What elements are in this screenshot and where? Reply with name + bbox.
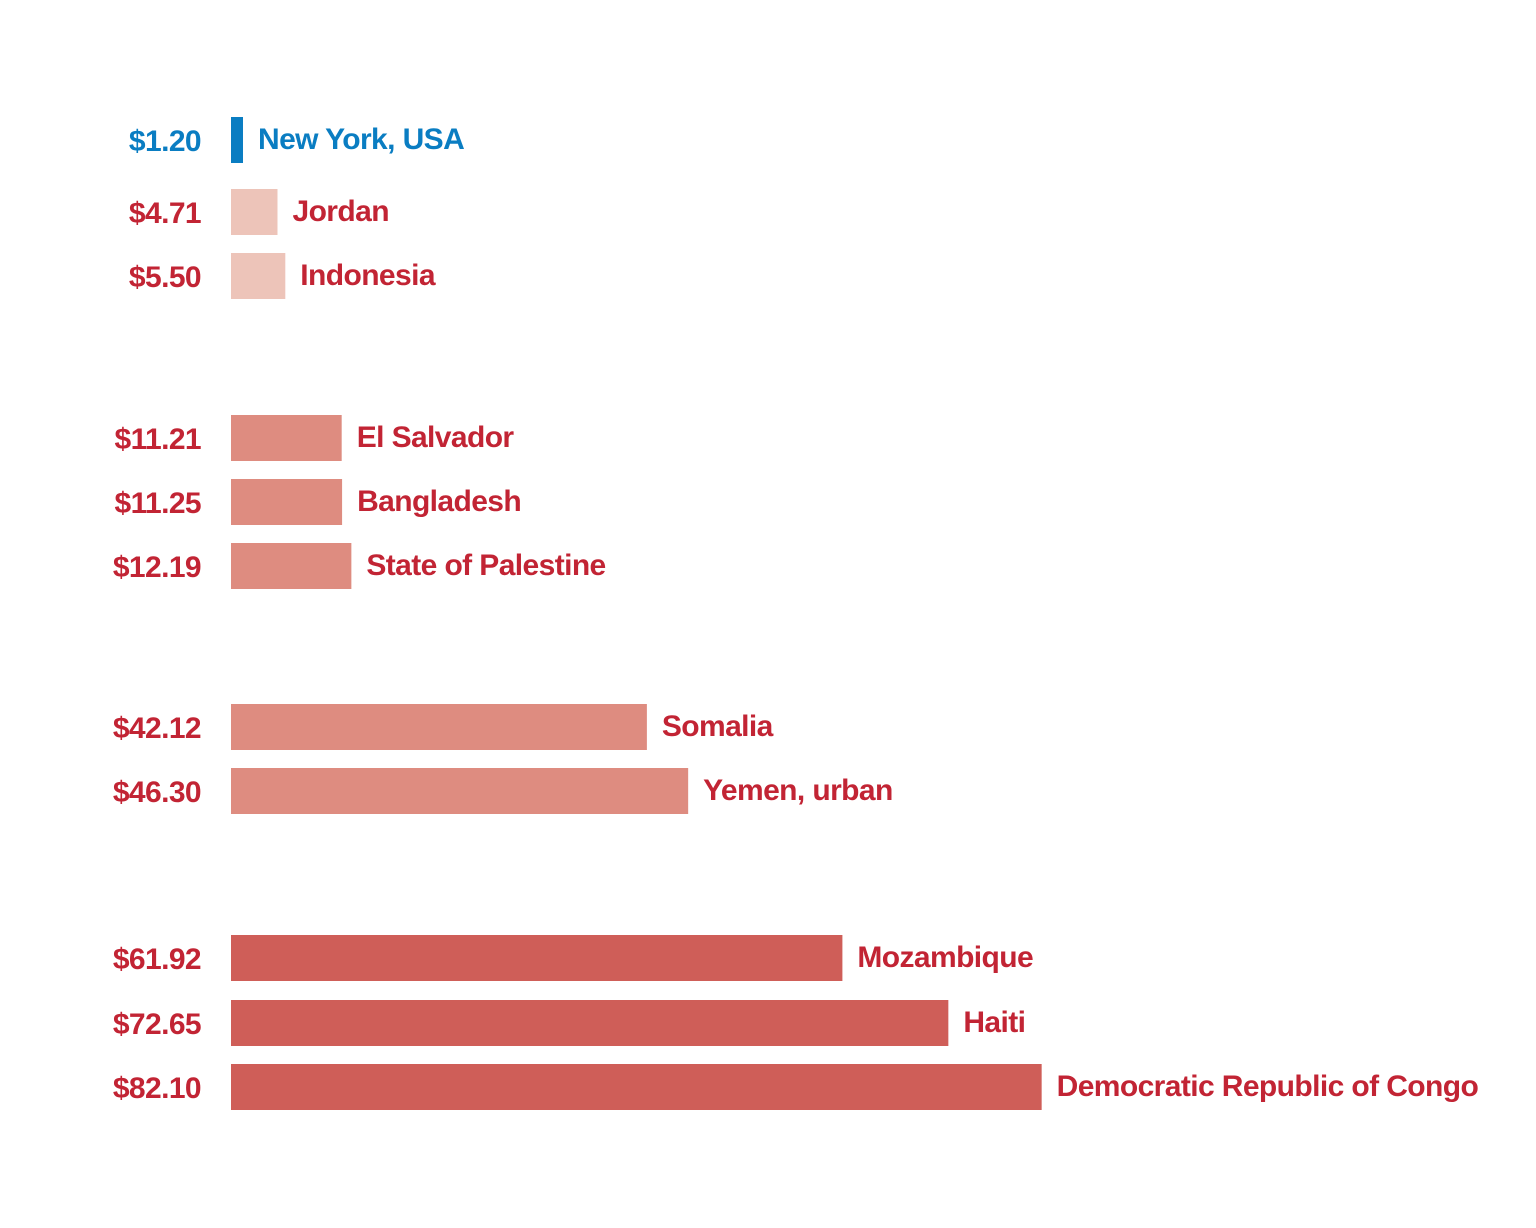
bar-state-of-palestine [231,543,351,589]
value-label-el-salvador: $11.21 [114,423,201,456]
bar-chart: $1.20 New York, USA $4.71 Jordan $5.50 Indone… [0,0,1536,1228]
category-label-el-salvador: El Salvador [357,421,515,454]
bar-indonesia [231,253,285,299]
bar-el-salvador [231,415,342,461]
value-label-jordan: $4.71 [129,197,201,230]
category-label-new-york-usa: New York, USA [258,123,464,156]
category-label-bangladesh: Bangladesh [357,485,521,518]
category-label-mozambique: Mozambique [857,941,1033,974]
value-label-state-of-palestine: $12.19 [113,551,201,584]
value-label-bangladesh: $11.25 [114,487,201,520]
value-label-democratic-republic-of-congo: $82.10 [113,1072,201,1105]
category-label-yemen-urban: Yemen, urban [703,774,893,807]
value-label-indonesia: $5.50 [129,261,201,294]
value-label-somalia: $42.12 [113,712,201,745]
bar-new-york-usa [231,117,243,163]
value-label-haiti: $72.65 [113,1008,201,1041]
category-label-state-of-palestine: State of Palestine [366,549,605,582]
bar-jordan [231,189,278,235]
bar-yemen-urban [231,768,688,814]
bar-somalia [231,704,647,750]
value-label-new-york-usa: $1.20 [129,125,201,158]
bar-haiti [231,1000,948,1046]
category-label-jordan: Jordan [293,195,389,228]
bar-bangladesh [231,479,342,525]
value-label-yemen-urban: $46.30 [113,776,201,809]
bar-mozambique [231,935,842,981]
bar-democratic-republic-of-congo [231,1064,1042,1110]
category-label-democratic-republic-of-congo: Democratic Republic of Congo [1057,1070,1479,1103]
category-label-haiti: Haiti [963,1006,1025,1039]
value-label-mozambique: $61.92 [113,943,201,976]
category-label-somalia: Somalia [662,710,774,743]
category-label-indonesia: Indonesia [300,259,436,292]
